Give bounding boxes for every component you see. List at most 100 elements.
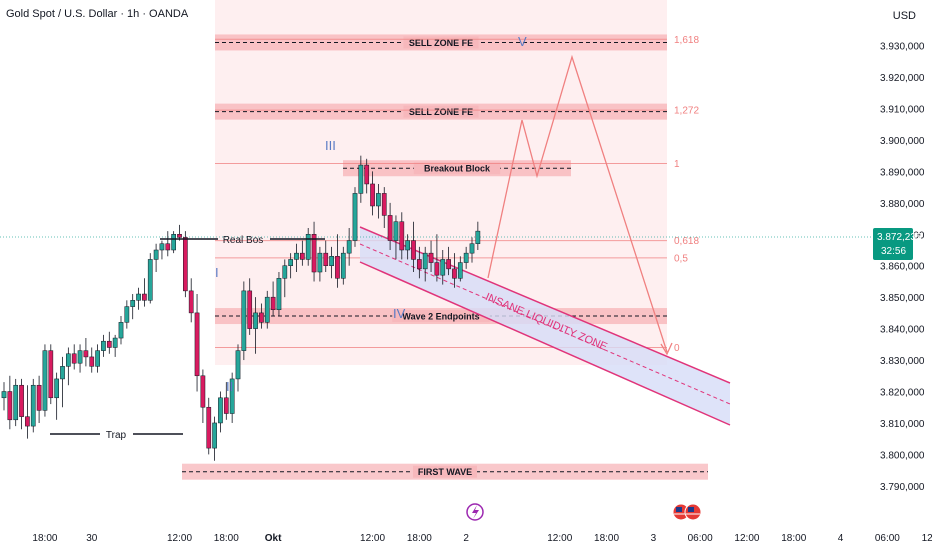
candle-body — [475, 230, 481, 244]
candle-body — [19, 384, 24, 417]
candle-body — [387, 215, 393, 241]
projection-path — [487, 54, 668, 353]
candle-body — [264, 296, 270, 323]
candle-body — [335, 256, 340, 279]
lightning-event-icon[interactable] — [466, 503, 484, 521]
candle-body — [54, 378, 59, 399]
candle-body — [452, 268, 457, 279]
candle-body — [364, 164, 370, 185]
candle-body — [13, 384, 19, 421]
candle-body — [106, 340, 112, 348]
zone-label: SELL ZONE FE — [409, 38, 473, 48]
candle-body — [241, 290, 247, 351]
candle-body — [48, 350, 54, 399]
candle-body — [1, 391, 7, 399]
candle-body — [206, 406, 212, 449]
candle-body — [42, 350, 48, 411]
countdown-value: 32:56 — [881, 246, 906, 257]
zone-label: FIRST WAVE — [418, 467, 472, 477]
candle-body — [276, 278, 282, 310]
time-tick-label: 12:00 — [547, 533, 572, 544]
fib-retracement-box — [215, 0, 667, 365]
candle-body — [370, 183, 375, 207]
price-tick-label: 3.930,000 — [880, 42, 925, 53]
time-tick-label: 18:00 — [781, 533, 806, 544]
candle-body — [446, 259, 451, 270]
candle-body — [112, 337, 118, 348]
time-tick-label: 12:00 — [922, 533, 932, 544]
price-tick-label: 3.830,000 — [880, 356, 925, 367]
candle-body — [329, 256, 334, 266]
time-tick-label: 12:00 — [167, 533, 192, 544]
time-tick-label: 12:00 — [360, 533, 385, 544]
time-tick-label: 12:00 — [734, 533, 759, 544]
time-axis: 18:00 30 12:00 18:00 Okt 12:00 18:00 2 12:00 18:0… — [32, 533, 932, 544]
candle-body — [417, 259, 422, 270]
fib-level-label: 0,5 — [674, 253, 688, 264]
price-tick-label: 3.790,000 — [880, 482, 925, 493]
time-tick-label: 3 — [651, 533, 657, 544]
zone-label: SELL ZONE FE — [409, 107, 473, 117]
candle-body — [399, 221, 405, 251]
price-tick-label: 3.800,000 — [880, 450, 925, 461]
fib-level-label: 1,618 — [674, 35, 699, 46]
candle-body — [422, 252, 428, 270]
price-tick-label: 3.860,000 — [880, 262, 925, 273]
candle-body — [235, 350, 241, 380]
candle-body — [247, 290, 253, 329]
candle-body — [434, 262, 440, 276]
candle-body — [259, 312, 264, 323]
candle-body — [171, 234, 177, 251]
candle-body — [153, 249, 159, 260]
real-bos-label: Real Bos — [223, 235, 264, 246]
candle-body — [142, 293, 147, 301]
price-tick-label: 3.880,000 — [880, 199, 925, 210]
candles-layer — [1, 155, 481, 461]
zone-label-bg — [392, 310, 490, 323]
candle-body — [7, 391, 13, 421]
candle-body — [30, 384, 36, 427]
candle-body — [60, 366, 65, 380]
time-tick-label: 30 — [86, 533, 98, 544]
candle-body — [229, 378, 235, 414]
fib-level-label: 1 — [674, 159, 680, 170]
candle-body — [25, 416, 30, 427]
candle-body — [411, 240, 416, 260]
fib-level-label: 0 — [674, 343, 680, 354]
candle-body — [294, 252, 299, 260]
candle-body — [77, 350, 83, 364]
price-axis: 3.930,000 3.920,000 3.910,000 3.900,000 3.89… — [880, 42, 925, 493]
candle-body — [89, 356, 95, 367]
candle-body — [71, 353, 77, 364]
zone-label-bg — [413, 162, 501, 175]
time-tick-label: 18:00 — [32, 533, 57, 544]
candle-body — [218, 397, 223, 424]
us-flag-icon-group[interactable] — [672, 503, 702, 521]
trap-label: Trap — [106, 430, 127, 441]
zone-label: Wave 2 Endpoints — [402, 312, 479, 322]
chart-header-symbol: Gold Spot / U.S. Dollar · 1h · OANDA — [6, 8, 189, 20]
time-tick-label: 4 — [838, 533, 844, 544]
candle-body — [393, 221, 399, 241]
candle-body — [200, 375, 206, 408]
candle-body — [223, 397, 229, 414]
candle-body — [130, 300, 136, 307]
fib-level-label: 0,618 — [674, 236, 699, 247]
candle-body — [376, 193, 381, 207]
candle-body — [323, 252, 329, 266]
candle-body — [463, 252, 469, 263]
price-tick-label: 3.920,000 — [880, 73, 925, 84]
time-tick-label: Okt — [265, 533, 282, 544]
candle-body — [212, 422, 217, 449]
candle-body — [183, 237, 188, 292]
wave-label-i: I — [215, 265, 219, 280]
candle-body — [253, 312, 258, 329]
candle-body — [66, 353, 71, 367]
price-tick-label: 3.850,000 — [880, 293, 925, 304]
candle-body — [288, 259, 293, 266]
wave-label-iv: IV — [393, 306, 406, 321]
candle-body — [311, 234, 317, 273]
candle-body — [159, 243, 165, 251]
candle-body — [305, 234, 311, 260]
